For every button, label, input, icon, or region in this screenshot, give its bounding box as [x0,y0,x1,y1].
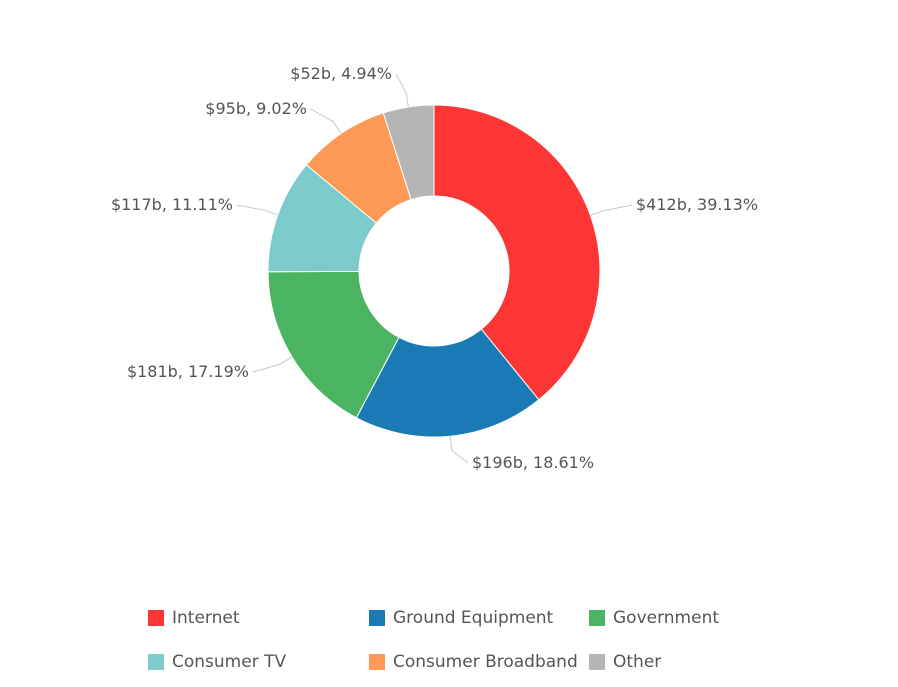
data-label: $196b, 18.61% [472,453,594,472]
leader-lines [236,73,633,464]
legend-item-ground-equipment[interactable]: Ground Equipment [369,607,553,629]
leader-line [590,204,633,216]
legend-item-other[interactable]: Other [589,651,661,673]
legend-item-government[interactable]: Government [589,607,719,629]
legend-label: Other [613,652,662,672]
data-label: $117b, 11.11% [111,195,233,214]
data-label: $412b, 39.13% [636,195,758,214]
leader-line [310,108,342,134]
legend-item-internet[interactable]: Internet [148,607,240,629]
legend-label: Consumer TV [172,652,287,672]
legend-item-consumer-broadband[interactable]: Consumer Broadband [369,651,578,673]
donut-chart: $412b, 39.13% $196b, 18.61% $181b, 17.19% $… [111,64,758,472]
slice-ground-equipment[interactable] [355,328,540,438]
legend-swatch [369,654,385,670]
slice-other[interactable] [382,104,435,201]
donut-slices [267,104,601,438]
data-labels: $412b, 39.13% $196b, 18.61% $181b, 17.19% $… [111,64,758,472]
leader-line [449,436,469,464]
legend-label: Government [613,608,720,628]
legend-label: Internet [172,608,240,628]
data-label: $181b, 17.19% [127,362,249,381]
leader-line [236,204,278,216]
legend-swatch [369,610,385,626]
leader-line [252,356,293,373]
legend-swatch [148,654,164,670]
data-label: $95b, 9.02% [205,99,307,118]
legend-swatch [589,654,605,670]
legend-label: Ground Equipment [393,608,554,628]
data-label: $52b, 4.94% [290,64,392,83]
legend: Internet Ground Equipment Government Con… [0,600,898,687]
leader-line [395,73,409,108]
legend-label: Consumer Broadband [393,652,578,672]
slice-internet[interactable] [433,104,601,401]
legend-swatch [148,610,164,626]
legend-swatch [589,610,605,626]
legend-item-consumer-tv[interactable]: Consumer TV [148,651,286,673]
slice-government[interactable] [267,270,400,419]
